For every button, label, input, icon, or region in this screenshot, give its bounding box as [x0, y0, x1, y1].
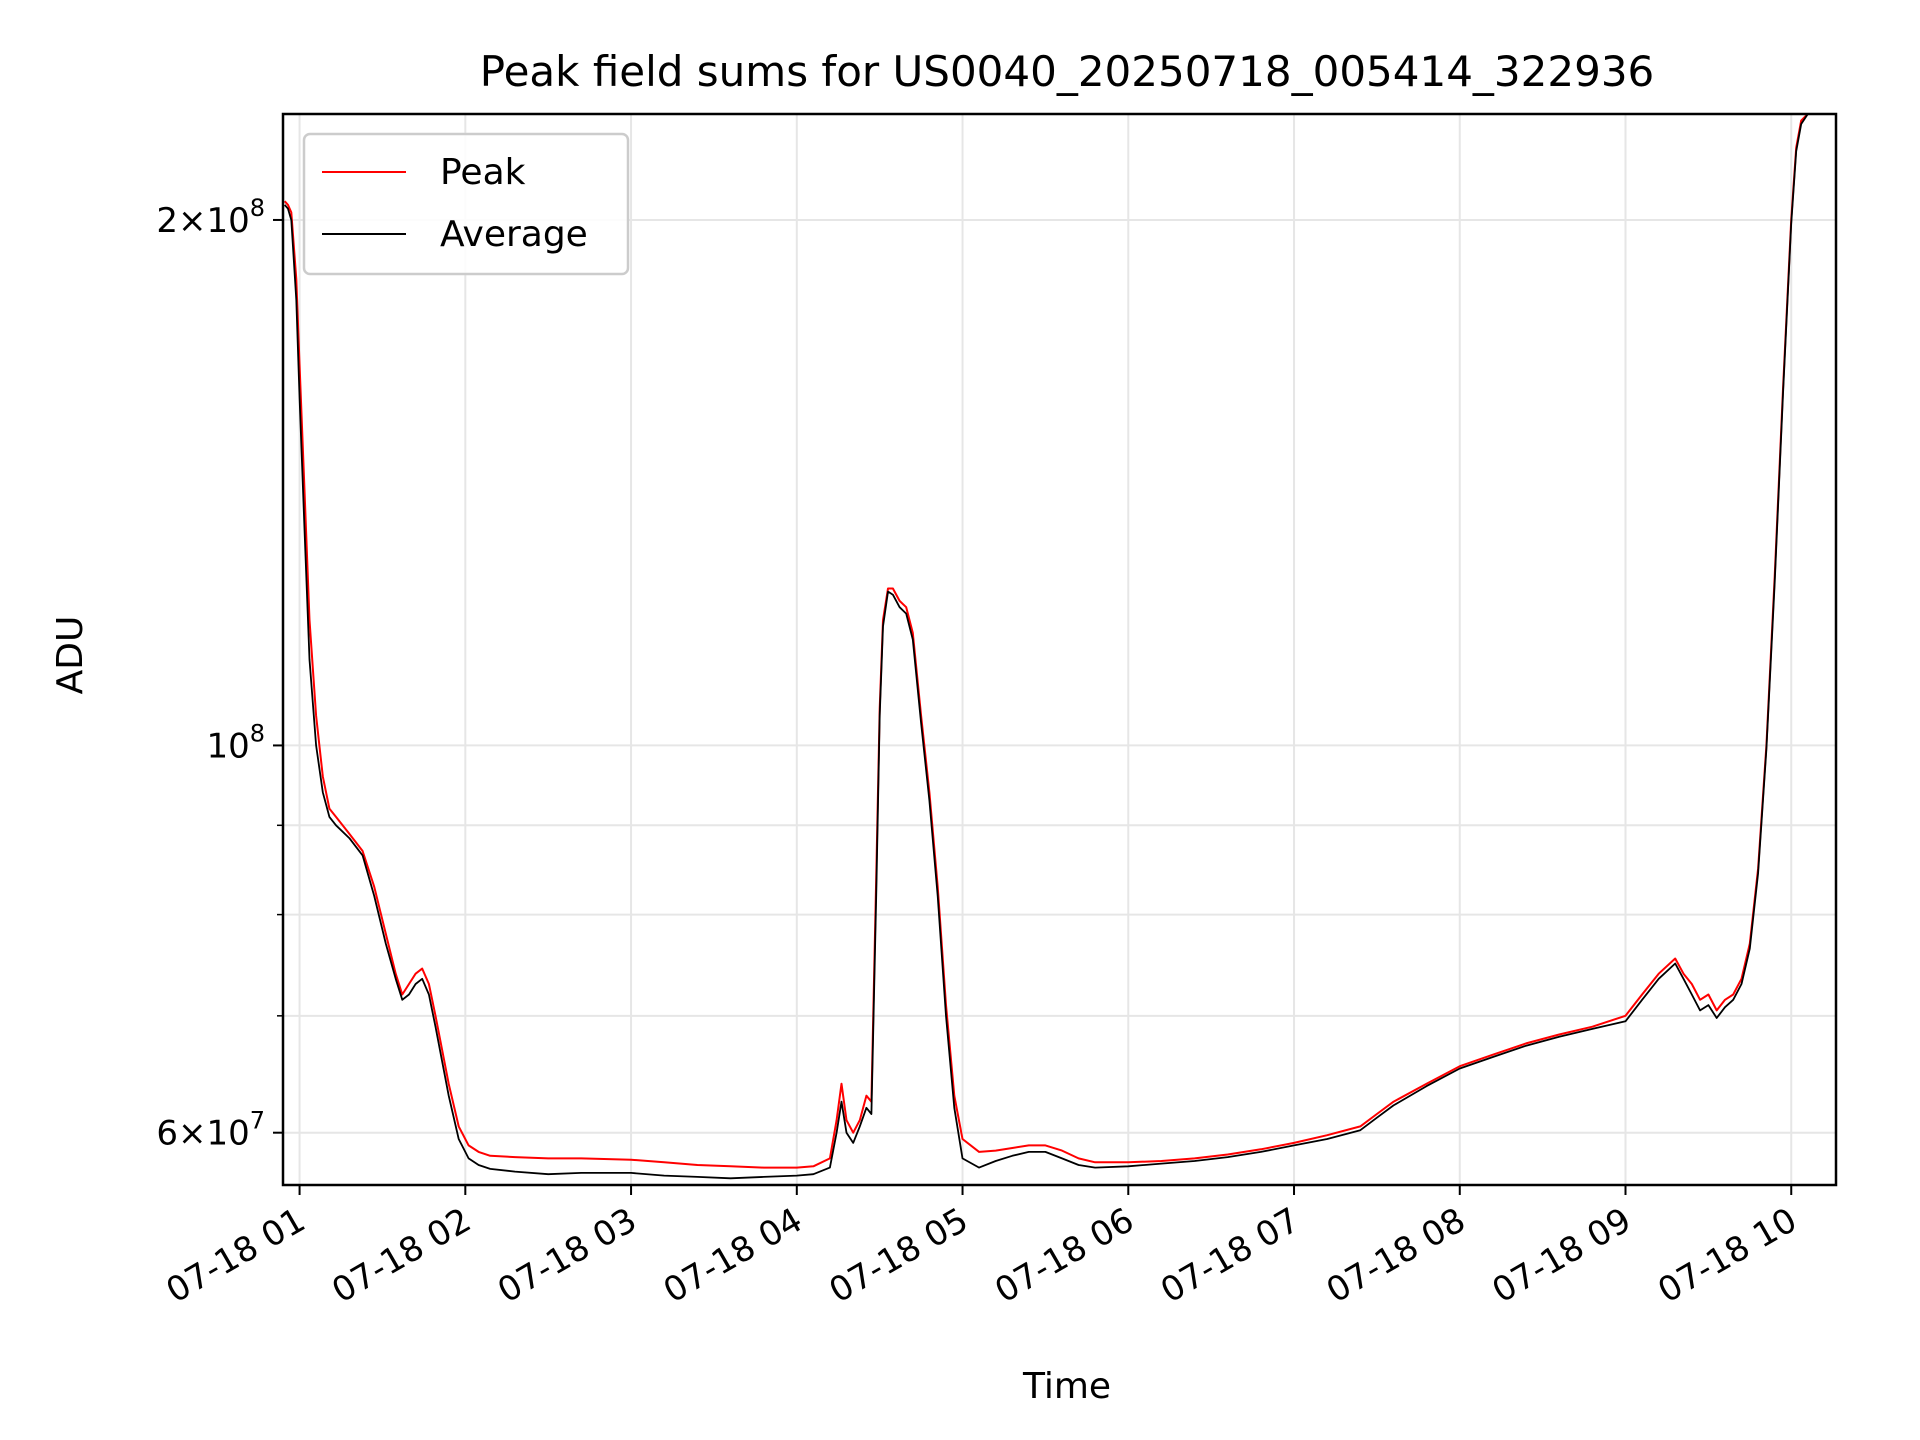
plot-series	[283, 113, 1809, 1180]
legend-label-peak: Peak	[440, 152, 526, 193]
y-tick-label: 108	[206, 719, 265, 766]
series-line-peak	[283, 113, 1809, 1169]
series-line-average	[284, 113, 1809, 1180]
legend-label-average: Average	[440, 214, 588, 255]
y-tick-label: 2×108	[156, 194, 265, 241]
legend: Peak Average	[302, 132, 630, 276]
legend-box	[302, 132, 630, 276]
y-axis: 6×107 108 2×108	[156, 194, 283, 1154]
y-tick-label: 6×107	[156, 1107, 265, 1154]
grid-lines	[283, 114, 1836, 1185]
chart-title: Peak field sums for US0040_20250718_0054…	[480, 47, 1655, 96]
y-axis-label: ADU	[50, 616, 91, 695]
x-axis-label: Time	[1022, 1366, 1111, 1407]
axes-frame	[281, 112, 1838, 1187]
